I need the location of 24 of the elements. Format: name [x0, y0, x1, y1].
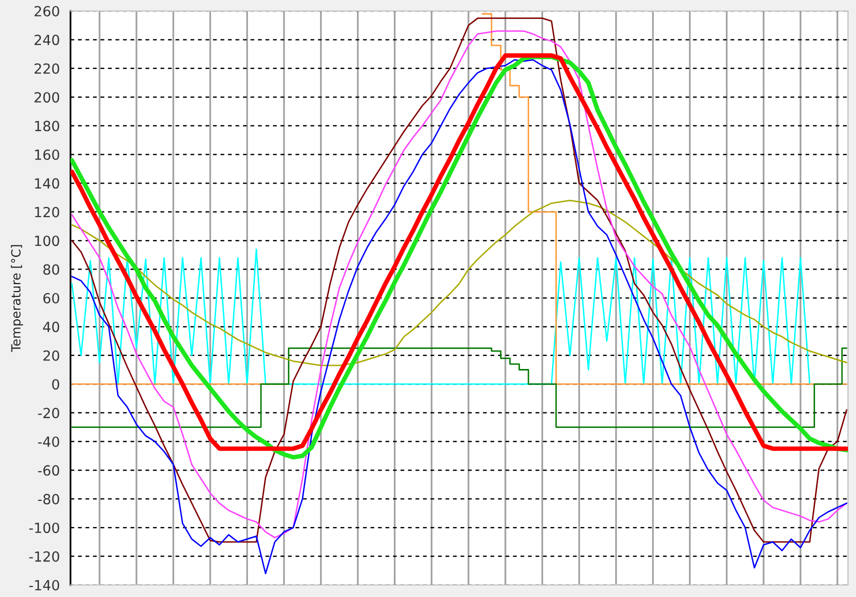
y-tick-label: 40	[43, 322, 60, 332]
y-tick-label: 240	[34, 34, 60, 46]
y-tick-label: -100	[29, 522, 60, 534]
y-tick-label: -120	[29, 551, 60, 562]
y-tick-label: -140	[29, 580, 60, 590]
y-tick-label: 80	[43, 264, 60, 275]
y-tick-label: 200	[34, 92, 60, 103]
y-tick-label: -60	[38, 465, 60, 476]
y-tick-label: 160	[35, 149, 60, 160]
y-tick-label: 260	[34, 6, 60, 16]
y-tick-label: -20	[38, 408, 60, 418]
y-tick-label: -40	[38, 436, 60, 447]
line-series	[71, 248, 810, 385]
line-series	[71, 200, 848, 366]
y-tick-label: -80	[38, 494, 60, 504]
y-tick-label: 100	[35, 236, 60, 246]
y-tick-label: 120	[35, 206, 60, 218]
y-tick-label: 0	[52, 379, 60, 390]
y-tick-label: 140	[35, 178, 60, 189]
y-tick-label: 180	[35, 120, 60, 132]
y-tick-label: 60	[43, 292, 60, 304]
y-tick-label: 20	[43, 350, 60, 361]
y-tick-label: 220	[34, 63, 60, 74]
y-axis-title: Temperature [°C]	[10, 245, 24, 352]
